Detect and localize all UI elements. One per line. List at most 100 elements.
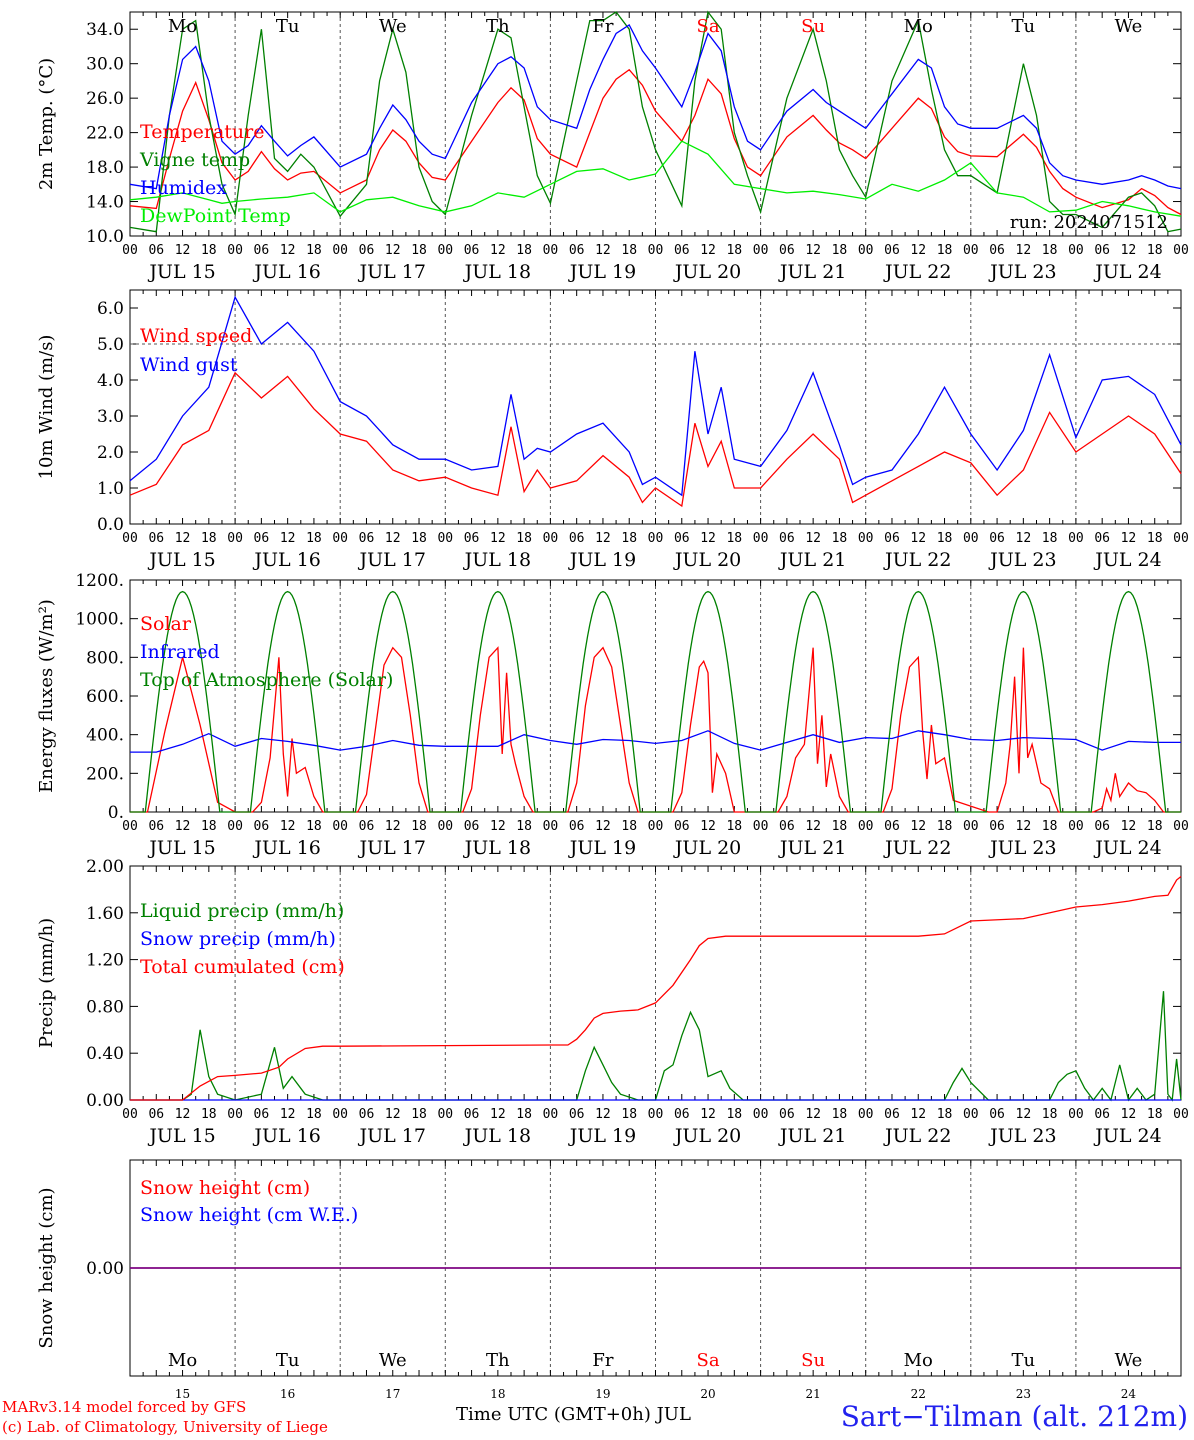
hour-tick-label: 06: [989, 243, 1005, 258]
date-label: JUL 18: [463, 837, 531, 859]
hour-tick-label: 18: [726, 819, 742, 834]
y-tick-label: 0.0: [97, 515, 124, 535]
hour-tick-label: 18: [1147, 243, 1163, 258]
y-tick-label: 0.00: [86, 1259, 124, 1279]
hour-tick-label: 12: [1016, 531, 1032, 546]
y-tick-label: 1.60: [86, 904, 124, 924]
y-axis-label: 2m Temp. (°C): [36, 58, 57, 190]
hour-tick-label: 18: [1042, 243, 1058, 258]
hour-tick-label: 00: [648, 531, 664, 546]
panel-4: 0.00 0.40 0.80 1.20 1.60 2.00 Precip (mm/h) Liq…: [36, 857, 1189, 1147]
hour-tick-label: 12: [175, 1107, 191, 1122]
hour-tick-label: 12: [175, 243, 191, 258]
hour-tick-label: 00: [1173, 819, 1189, 834]
series-humidex: [129, 23, 1182, 190]
hour-tick-label: 00: [1068, 243, 1084, 258]
hour-tick-label: 00: [332, 819, 348, 834]
day-number-label: 21: [806, 1387, 821, 1401]
x-axis-title: Time UTC (GMT+0h) JUL: [456, 1404, 691, 1425]
hour-tick-label: 18: [201, 531, 217, 546]
y-tick-label: 0.40: [86, 1044, 124, 1064]
hour-tick-label: 06: [674, 243, 690, 258]
hour-tick-label: 12: [1016, 1107, 1032, 1122]
date-label: JUL 22: [883, 1125, 951, 1147]
legend-entry: Top of Atmosphere (Solar): [140, 669, 393, 691]
hour-tick-label: 00: [437, 531, 453, 546]
y-tick-label: 1.0: [97, 479, 124, 499]
date-label: JUL 19: [568, 261, 636, 283]
date-label: JUL 18: [463, 1125, 531, 1147]
date-label: JUL 22: [883, 549, 951, 571]
hour-tick-label: 06: [464, 1107, 480, 1122]
date-label: JUL 17: [358, 837, 426, 859]
hour-tick-label: 00: [122, 531, 138, 546]
date-label: JUL 24: [1093, 1125, 1161, 1147]
legend-entry: Total cumulated (cm): [140, 956, 345, 978]
hour-tick-label: 18: [621, 819, 637, 834]
hour-tick-label: 00: [332, 531, 348, 546]
y-tick-label: 0.00: [86, 1091, 124, 1111]
y-tick-label: 18.0: [86, 158, 124, 178]
hour-tick-label: 06: [779, 1107, 795, 1122]
y-tick-label: 1.20: [86, 951, 124, 971]
y-axis-label: Snow height (cm): [36, 1187, 57, 1348]
series-total-cumulated-cm: [130, 875, 1182, 1101]
hour-tick-label: 12: [175, 531, 191, 546]
legend-entry: Solar: [140, 613, 192, 635]
weekday-label-top: Tu: [1012, 16, 1036, 37]
hour-tick-label: 00: [543, 819, 559, 834]
date-label: JUL 15: [147, 837, 215, 859]
date-label: JUL 18: [463, 261, 531, 283]
hour-tick-label: 18: [306, 531, 322, 546]
y-tick-label: 1000.: [75, 610, 124, 630]
hour-tick-label: 12: [805, 243, 821, 258]
hour-tick-label: 18: [726, 531, 742, 546]
day-number-label: 24: [1121, 1387, 1137, 1401]
date-label: JUL 21: [778, 837, 846, 859]
date-label: JUL 24: [1093, 837, 1161, 859]
hour-tick-label: 18: [726, 243, 742, 258]
hour-tick-label: 18: [201, 243, 217, 258]
weekday-label-bottom: Sa: [697, 1350, 720, 1371]
date-label: JUL 16: [252, 837, 320, 859]
station-name: Sart−Tilman (alt. 212m): [840, 1400, 1188, 1433]
series-liquid-precip-mm-h: [130, 991, 1182, 1102]
y-tick-label: 4.0: [97, 371, 124, 391]
hour-tick-label: 06: [254, 1107, 270, 1122]
hour-tick-label: 18: [306, 1107, 322, 1122]
hour-tick-label: 12: [1121, 243, 1137, 258]
hour-tick-label: 00: [227, 819, 243, 834]
legend-entry: Snow precip (mm/h): [140, 928, 336, 950]
hour-tick-label: 06: [674, 1107, 690, 1122]
weekday-label-bottom: Th: [486, 1350, 510, 1371]
plot-frame: [129, 11, 1182, 237]
hour-tick-label: 00: [963, 243, 979, 258]
hour-tick-label: 18: [1042, 1107, 1058, 1122]
hour-tick-label: 12: [175, 819, 191, 834]
hour-tick-label: 06: [1094, 531, 1110, 546]
legend-entry: Snow height (cm W.E.): [140, 1204, 358, 1226]
hour-tick-label: 00: [437, 243, 453, 258]
hour-tick-label: 00: [122, 1107, 138, 1122]
hour-tick-label: 18: [832, 531, 848, 546]
hour-tick-label: 06: [148, 1107, 164, 1122]
hour-tick-label: 06: [359, 1107, 375, 1122]
model-credit: MARv3.14 model forced by GFS: [2, 1398, 247, 1416]
hour-tick-label: 00: [858, 819, 874, 834]
hour-tick-label: 06: [569, 531, 585, 546]
hour-tick-label: 00: [543, 243, 559, 258]
hour-tick-label: 12: [385, 531, 401, 546]
weekday-label-top: Sa: [697, 16, 720, 37]
hour-tick-label: 18: [201, 1107, 217, 1122]
day-number-label: 17: [385, 1387, 400, 1401]
hour-tick-label: 00: [332, 1107, 348, 1122]
hour-tick-label: 00: [1068, 531, 1084, 546]
hour-tick-label: 06: [569, 1107, 585, 1122]
hour-tick-label: 06: [884, 531, 900, 546]
hour-tick-label: 06: [779, 819, 795, 834]
hour-tick-label: 06: [989, 819, 1005, 834]
hour-tick-label: 00: [1173, 531, 1189, 546]
hour-tick-label: 06: [359, 819, 375, 834]
series-wind-gust: [129, 295, 1182, 497]
hour-tick-label: 06: [884, 819, 900, 834]
